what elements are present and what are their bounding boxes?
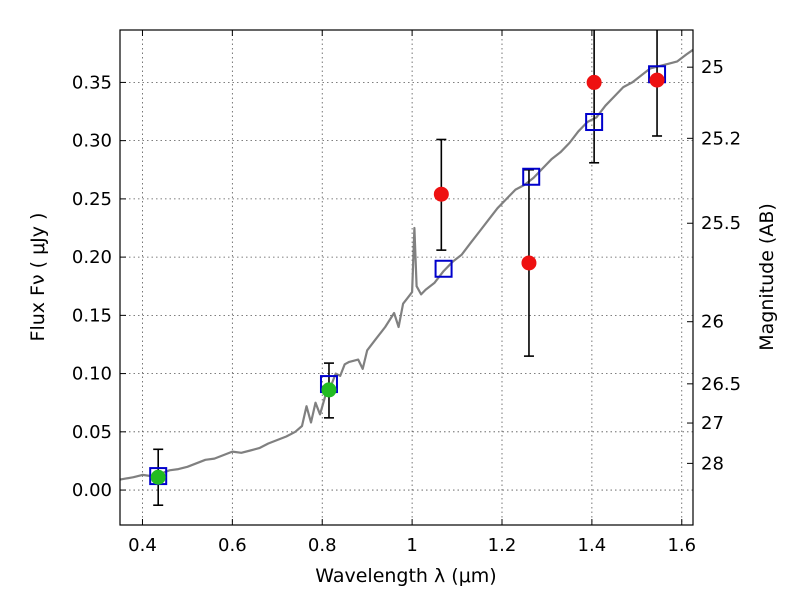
y-tick-label: 0.15: [72, 305, 112, 326]
right-tick-label: 25: [701, 57, 724, 78]
x-tick-label: 1.6: [667, 535, 696, 556]
x-tick-label: 0.6: [218, 535, 247, 556]
data-layer: [119, 30, 694, 507]
y-tick-label: 0.30: [72, 131, 112, 152]
right-tick-label: 26: [701, 312, 724, 333]
y-axis-right-label: Magnitude (AB): [756, 203, 778, 351]
y-tick-label: 0.05: [72, 422, 112, 443]
right-tick-label: 26.5: [701, 374, 741, 395]
spectrum-line: [119, 48, 694, 481]
observed-point: [521, 255, 537, 271]
y-axis-label: Flux Fν ( μJy ): [27, 213, 49, 342]
observed-point: [150, 469, 166, 485]
x-tick-label: 1.2: [488, 535, 517, 556]
observed-point: [586, 74, 602, 90]
y-tick-label: 0.35: [72, 72, 112, 93]
model-square-marker: [585, 113, 604, 132]
observed-point: [433, 186, 449, 202]
observed-point: [321, 382, 337, 398]
x-tick-label: 1.4: [578, 535, 607, 556]
x-axis-label: Wavelength λ (μm): [315, 565, 496, 587]
x-tick-label: 1: [406, 535, 417, 556]
x-tick-label: 0.4: [128, 535, 157, 556]
plot-frame: [119, 29, 694, 526]
model-square-marker: [434, 259, 453, 278]
right-tick-label: 25.2: [701, 128, 741, 149]
y-tick-label: 0.10: [72, 364, 112, 385]
right-tick-label: 25.5: [701, 213, 741, 234]
y-tick-label: 0.00: [72, 480, 112, 501]
x-tick-label: 0.8: [308, 535, 337, 556]
axis-ticks: 0.4 0.6 0.8 1 1.2 1.4 1.6 0.00 0.05 0.10 0.15 0.20 0…: [72, 30, 741, 556]
y-tick-label: 0.20: [72, 247, 112, 268]
observed-point: [649, 72, 665, 88]
model-square-marker: [522, 167, 541, 186]
right-tick-label: 27: [701, 413, 724, 434]
right-tick-label: 28: [701, 453, 724, 474]
y-tick-label: 0.25: [72, 189, 112, 210]
